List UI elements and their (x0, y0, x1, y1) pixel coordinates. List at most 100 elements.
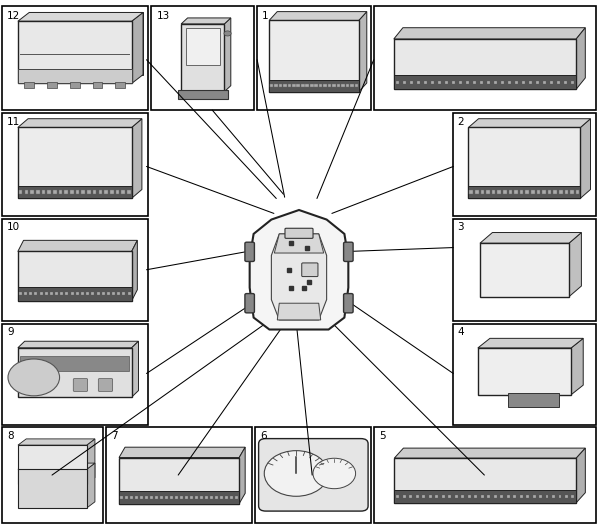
Bar (115, 82, 125, 88)
FancyBboxPatch shape (74, 379, 88, 392)
Bar (200, 496, 203, 499)
Bar (315, 83, 318, 87)
Bar (431, 81, 434, 83)
Bar (493, 495, 496, 498)
Bar (104, 190, 108, 194)
Bar (409, 495, 412, 498)
Bar (2, 113, 148, 216)
Polygon shape (132, 341, 139, 397)
Bar (532, 495, 535, 498)
Bar (70, 190, 74, 194)
Bar (274, 83, 277, 87)
Bar (564, 81, 567, 83)
Bar (396, 81, 399, 83)
Bar (195, 496, 198, 499)
Bar (306, 83, 309, 87)
Polygon shape (271, 234, 327, 320)
Polygon shape (480, 233, 581, 243)
Bar (548, 190, 551, 194)
Bar (47, 190, 51, 194)
Bar (66, 292, 69, 296)
Polygon shape (569, 233, 581, 297)
Bar (180, 496, 183, 499)
Bar (86, 292, 89, 296)
Bar (513, 495, 516, 498)
Bar (165, 496, 168, 499)
Bar (526, 190, 529, 194)
Polygon shape (277, 303, 321, 320)
Bar (503, 190, 507, 194)
Bar (422, 495, 425, 498)
Bar (36, 190, 39, 194)
Bar (337, 83, 340, 87)
Bar (424, 81, 427, 83)
Bar (494, 81, 497, 83)
Bar (87, 190, 91, 194)
Polygon shape (18, 463, 95, 469)
Bar (454, 495, 457, 498)
FancyBboxPatch shape (285, 228, 313, 238)
Polygon shape (394, 448, 585, 458)
Bar (570, 190, 574, 194)
Bar (119, 491, 239, 503)
Bar (565, 495, 568, 498)
Polygon shape (571, 338, 583, 395)
Bar (269, 20, 359, 92)
Polygon shape (224, 18, 231, 92)
Bar (394, 490, 576, 503)
Bar (185, 496, 188, 499)
Polygon shape (87, 439, 95, 484)
Bar (393, 76, 576, 89)
Bar (453, 113, 596, 216)
Bar (466, 81, 469, 83)
Polygon shape (359, 12, 367, 92)
Bar (481, 190, 484, 194)
Bar (76, 292, 79, 296)
Bar (18, 186, 132, 198)
Bar (508, 393, 559, 407)
Bar (270, 83, 273, 87)
Bar (536, 190, 540, 194)
Bar (453, 218, 596, 321)
Bar (18, 69, 132, 83)
Bar (461, 495, 464, 498)
Bar (552, 495, 555, 498)
FancyBboxPatch shape (344, 293, 353, 313)
Bar (123, 292, 126, 296)
Bar (130, 496, 133, 499)
Text: 11: 11 (7, 117, 20, 127)
Text: 1: 1 (262, 10, 269, 20)
Bar (127, 190, 130, 194)
Bar (526, 495, 529, 498)
Polygon shape (29, 13, 143, 75)
Bar (151, 6, 254, 110)
Bar (542, 190, 546, 194)
Bar (96, 292, 99, 296)
Bar (487, 81, 490, 83)
Bar (45, 292, 48, 296)
Bar (328, 83, 331, 87)
Polygon shape (250, 210, 348, 330)
Bar (18, 21, 132, 83)
Bar (468, 128, 581, 198)
Bar (47, 82, 57, 88)
Polygon shape (132, 119, 142, 198)
Bar (59, 190, 62, 194)
Text: 2: 2 (457, 117, 464, 127)
Bar (230, 496, 233, 499)
Bar (572, 495, 575, 498)
Bar (121, 190, 125, 194)
Bar (301, 83, 304, 87)
Bar (486, 190, 490, 194)
Bar (2, 323, 148, 425)
Bar (500, 495, 503, 498)
Bar (2, 6, 148, 110)
Polygon shape (18, 240, 138, 251)
FancyBboxPatch shape (98, 379, 112, 392)
Polygon shape (468, 119, 590, 128)
Bar (473, 81, 476, 83)
Bar (445, 81, 448, 83)
Bar (355, 83, 358, 87)
Bar (478, 348, 571, 395)
Bar (468, 495, 471, 498)
